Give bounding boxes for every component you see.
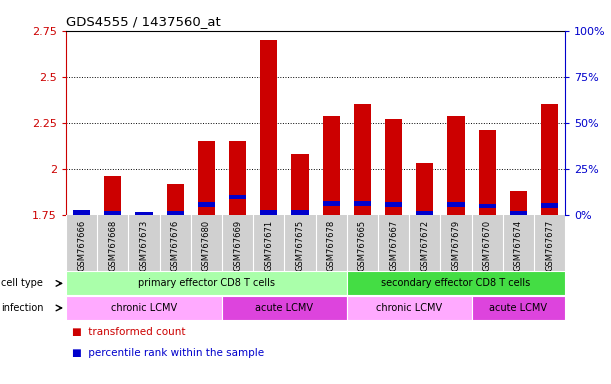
Text: ■  transformed count: ■ transformed count [72, 327, 186, 337]
Bar [541, 203, 558, 208]
Bar [447, 116, 464, 215]
Bar [323, 116, 340, 215]
Bar [323, 201, 340, 206]
Bar [478, 130, 496, 215]
Bar [104, 211, 122, 215]
Bar [510, 211, 527, 215]
Text: cell type: cell type [1, 278, 43, 288]
Bar [167, 184, 184, 215]
Text: GSM767680: GSM767680 [202, 220, 211, 271]
Bar [136, 213, 153, 215]
Bar [385, 119, 402, 215]
Bar [66, 296, 222, 320]
Text: acute LCMV: acute LCMV [489, 303, 547, 313]
Text: GSM767666: GSM767666 [77, 220, 86, 271]
Text: GSM767678: GSM767678 [327, 220, 335, 271]
Bar [222, 296, 347, 320]
Text: GSM767674: GSM767674 [514, 220, 523, 271]
Bar [385, 202, 402, 207]
Bar [73, 210, 90, 215]
Bar [260, 210, 277, 215]
Text: infection: infection [1, 303, 44, 313]
Text: chronic LCMV: chronic LCMV [111, 303, 177, 313]
Bar [136, 212, 153, 215]
Bar [510, 191, 527, 215]
Bar [260, 40, 277, 215]
Bar [447, 202, 464, 207]
Text: ■  percentile rank within the sample: ■ percentile rank within the sample [72, 348, 264, 358]
Text: GSM767665: GSM767665 [358, 220, 367, 271]
Bar [478, 204, 496, 208]
Bar [104, 176, 122, 215]
Bar [347, 296, 472, 320]
Bar [416, 211, 433, 215]
Text: GDS4555 / 1437560_at: GDS4555 / 1437560_at [66, 15, 221, 28]
Text: GSM767679: GSM767679 [452, 220, 461, 271]
Bar [472, 296, 565, 320]
Bar [347, 271, 565, 295]
Bar [66, 271, 347, 295]
Text: GSM767670: GSM767670 [483, 220, 492, 271]
Text: GSM767675: GSM767675 [296, 220, 304, 271]
Bar [354, 104, 371, 215]
Text: secondary effector CD8 T cells: secondary effector CD8 T cells [381, 278, 530, 288]
Text: GSM767677: GSM767677 [545, 220, 554, 271]
Text: chronic LCMV: chronic LCMV [376, 303, 442, 313]
Text: primary effector CD8 T cells: primary effector CD8 T cells [138, 278, 275, 288]
Bar [354, 201, 371, 206]
Bar [291, 154, 309, 215]
Bar [541, 104, 558, 215]
Text: GSM767672: GSM767672 [420, 220, 430, 271]
Text: GSM767669: GSM767669 [233, 220, 242, 271]
Bar [416, 164, 433, 215]
Bar [73, 211, 90, 215]
Text: GSM767668: GSM767668 [108, 220, 117, 271]
Text: GSM767673: GSM767673 [139, 220, 148, 271]
Bar [229, 195, 246, 199]
Bar [229, 141, 246, 215]
Bar [198, 141, 215, 215]
Text: GSM767667: GSM767667 [389, 220, 398, 271]
Text: GSM767671: GSM767671 [265, 220, 273, 271]
Text: GSM767676: GSM767676 [170, 220, 180, 271]
Bar [291, 210, 309, 215]
Bar [167, 211, 184, 215]
Text: acute LCMV: acute LCMV [255, 303, 313, 313]
Bar [198, 202, 215, 207]
